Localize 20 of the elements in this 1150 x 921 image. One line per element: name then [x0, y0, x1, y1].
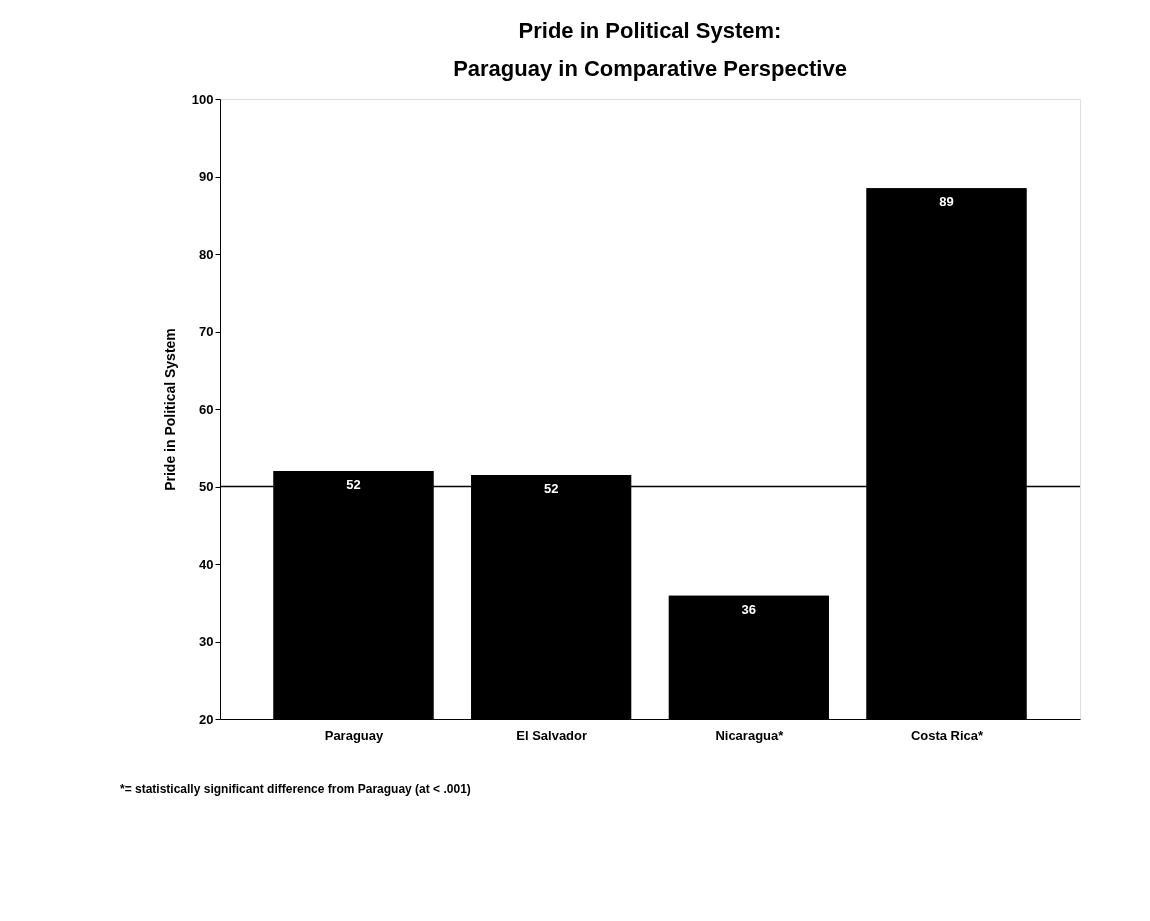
- y-tick-label: 40: [199, 556, 214, 572]
- y-tick-label: 90: [199, 169, 214, 184]
- chart-title: Pride in Political System: Paraguay in Comparative Perspective: [453, 18, 847, 81]
- y-tick-label: 60: [199, 401, 214, 417]
- y-tick-label: 20: [199, 711, 214, 727]
- x-tick-label: Nicaragua*: [715, 727, 785, 743]
- data-label: 89: [939, 194, 954, 210]
- data-label: 36: [741, 601, 757, 617]
- y-tick-label: 80: [199, 246, 214, 262]
- y-tick-label: 50: [199, 479, 214, 494]
- x-tick-label: Costa Rica*: [910, 727, 985, 743]
- x-tick-label: El Salvador: [516, 727, 588, 743]
- text: *= statistically significant difference from Paraguay (at < .001): [120, 782, 471, 796]
- x-tick-label: Paraguay: [324, 727, 385, 743]
- data-label: 52: [346, 477, 361, 492]
- y-tick-label: 30: [199, 634, 214, 649]
- y-tick-label: 100: [191, 91, 214, 107]
- data-label: 52: [543, 480, 559, 496]
- y-tick-label: 70: [199, 324, 214, 339]
- y-axis-title: Pride in Political System: [161, 328, 178, 491]
